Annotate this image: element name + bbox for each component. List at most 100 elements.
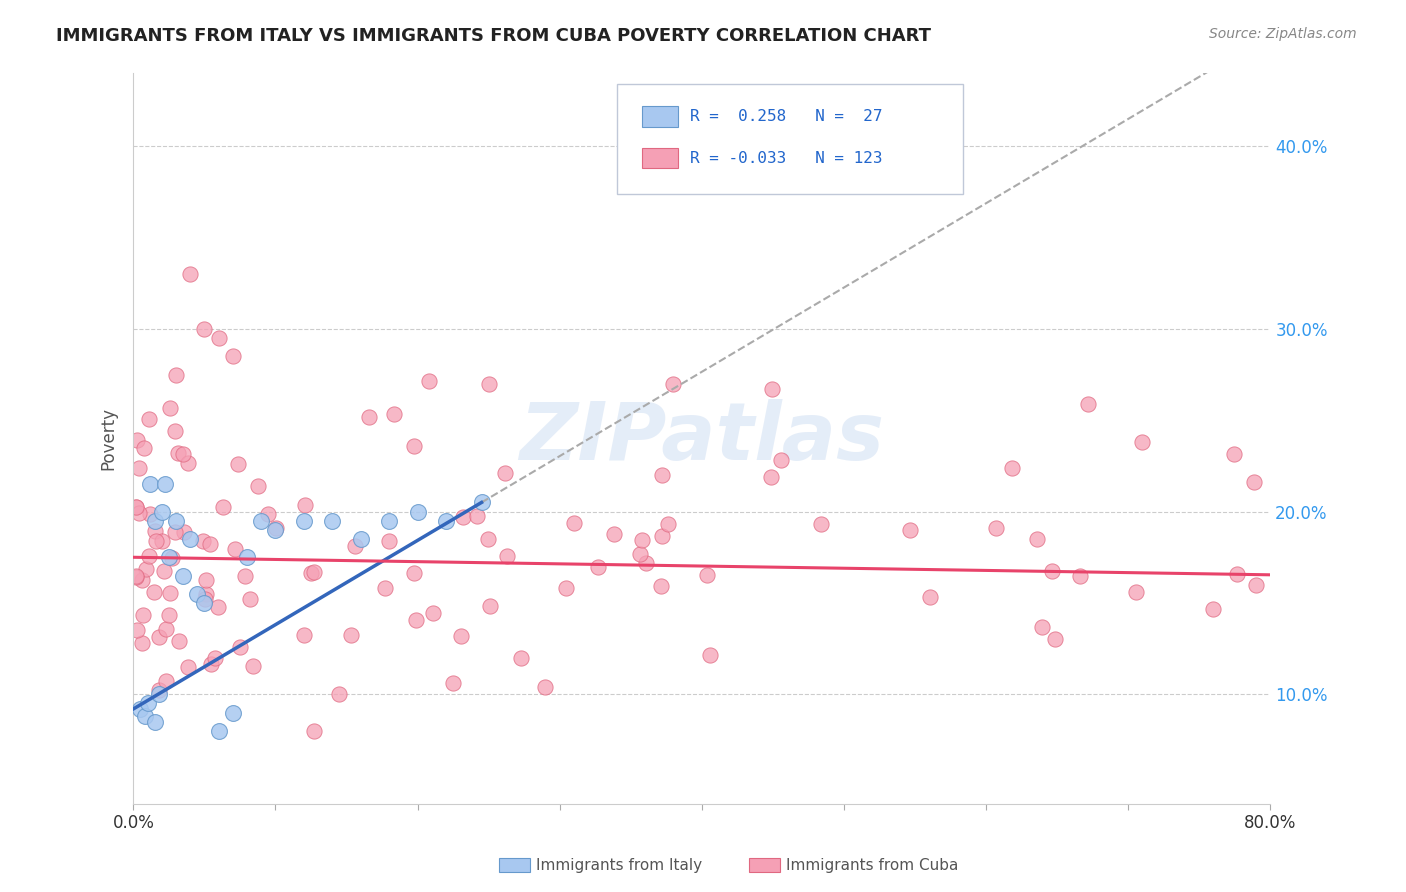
Point	[143, 514, 166, 528]
Point	[229, 640, 252, 654]
Point	[292, 514, 315, 528]
Point	[177, 456, 200, 470]
Point	[477, 532, 499, 546]
Point	[770, 452, 793, 467]
Point	[143, 524, 166, 539]
FancyBboxPatch shape	[641, 106, 678, 127]
Point	[148, 630, 170, 644]
Point	[145, 534, 167, 549]
Point	[129, 702, 152, 716]
Point	[699, 648, 721, 662]
FancyBboxPatch shape	[617, 84, 963, 194]
Point	[650, 579, 672, 593]
Point	[470, 495, 492, 509]
Point	[224, 542, 246, 557]
Point	[207, 723, 229, 738]
Point	[150, 505, 173, 519]
Point	[191, 534, 214, 549]
Point	[155, 674, 177, 689]
Point	[157, 550, 180, 565]
Point	[1076, 397, 1098, 411]
Point	[179, 532, 201, 546]
Point	[534, 680, 557, 694]
Point	[204, 650, 226, 665]
Point	[450, 629, 472, 643]
Point	[139, 507, 162, 521]
Point	[165, 514, 187, 528]
Point	[1226, 566, 1249, 581]
Point	[125, 434, 148, 448]
Point	[651, 468, 673, 483]
Point	[264, 523, 287, 537]
Point	[603, 527, 626, 541]
Point	[378, 533, 401, 548]
Point	[125, 570, 148, 584]
Point	[1223, 447, 1246, 461]
Point	[143, 714, 166, 729]
Point	[193, 596, 215, 610]
Point	[1069, 569, 1091, 583]
Point	[138, 549, 160, 564]
Text: Immigrants from Cuba: Immigrants from Cuba	[786, 858, 959, 872]
Point	[562, 516, 585, 531]
Point	[294, 498, 316, 512]
Point	[193, 322, 215, 336]
Point	[127, 624, 149, 638]
Point	[125, 500, 148, 515]
Point	[495, 549, 517, 563]
Text: Source: ZipAtlas.com: Source: ZipAtlas.com	[1209, 27, 1357, 41]
Point	[344, 539, 367, 553]
Point	[405, 613, 427, 627]
Point	[135, 562, 157, 576]
Point	[167, 633, 190, 648]
Point	[165, 368, 187, 382]
Point	[128, 506, 150, 520]
Point	[662, 376, 685, 391]
Point	[453, 509, 475, 524]
Point	[1130, 434, 1153, 449]
Point	[434, 514, 457, 528]
Point	[696, 567, 718, 582]
Point	[494, 466, 516, 480]
Point	[628, 548, 651, 562]
Point	[212, 500, 235, 515]
Point	[159, 401, 181, 415]
Point	[555, 582, 578, 596]
Point	[172, 447, 194, 461]
Point	[402, 439, 425, 453]
Point	[378, 514, 401, 528]
Text: Immigrants from Italy: Immigrants from Italy	[536, 858, 702, 872]
Point	[134, 709, 156, 723]
Point	[150, 534, 173, 549]
Point	[166, 446, 188, 460]
Point	[136, 697, 159, 711]
Point	[148, 687, 170, 701]
Point	[239, 592, 262, 607]
Point	[250, 514, 273, 528]
Point	[761, 382, 783, 396]
Point	[810, 516, 832, 531]
Point	[1040, 564, 1063, 578]
Point	[242, 659, 264, 673]
Point	[153, 477, 176, 491]
Point	[636, 556, 658, 570]
Point	[478, 599, 501, 613]
Point	[1125, 585, 1147, 599]
Point	[160, 550, 183, 565]
Point	[233, 569, 256, 583]
Point	[465, 508, 488, 523]
Point	[478, 376, 501, 391]
Point	[173, 525, 195, 540]
Point	[138, 412, 160, 426]
Point	[382, 408, 405, 422]
Point	[292, 628, 315, 642]
Point	[177, 660, 200, 674]
Point	[328, 688, 350, 702]
Point	[159, 586, 181, 600]
Point	[1026, 532, 1049, 546]
Point	[153, 565, 176, 579]
Point	[1001, 461, 1024, 475]
Text: R = -0.033   N = 123: R = -0.033 N = 123	[690, 151, 883, 166]
Point	[200, 657, 222, 671]
Point	[128, 461, 150, 475]
